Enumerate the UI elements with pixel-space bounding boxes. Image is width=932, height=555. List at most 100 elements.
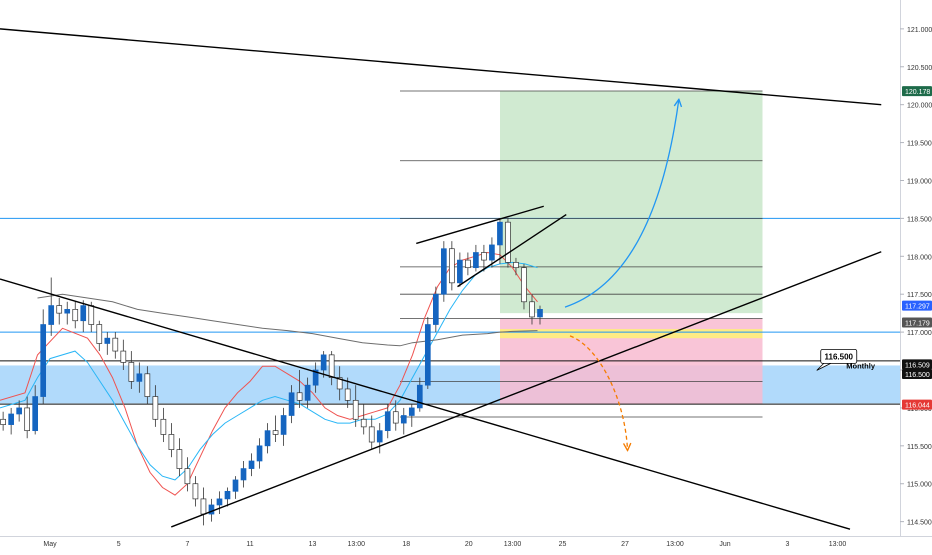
candle-body bbox=[288, 392, 295, 416]
callout-box bbox=[820, 348, 858, 364]
price-label: 116.509 bbox=[905, 362, 930, 369]
price-label-box bbox=[902, 399, 932, 410]
candle bbox=[256, 438, 263, 469]
candle bbox=[112, 332, 119, 359]
entry-zone bbox=[500, 329, 763, 339]
candle bbox=[416, 377, 423, 412]
candle-body bbox=[224, 490, 231, 500]
candle bbox=[432, 286, 439, 333]
candle bbox=[457, 252, 463, 287]
candle bbox=[32, 385, 39, 435]
candle bbox=[328, 351, 335, 386]
candle-body bbox=[513, 262, 519, 269]
candle bbox=[0, 411, 6, 431]
candle-body bbox=[489, 244, 495, 261]
candle bbox=[200, 487, 207, 526]
price-label-box bbox=[902, 300, 932, 311]
x-tick-label: 13:00 bbox=[666, 541, 684, 548]
candle-body bbox=[352, 399, 359, 420]
candle bbox=[497, 218, 503, 264]
candle bbox=[64, 301, 71, 325]
y-tick-label: 115.500 bbox=[907, 444, 932, 451]
price-label-box bbox=[902, 369, 932, 380]
candle-body bbox=[216, 498, 223, 506]
candle-body bbox=[296, 392, 303, 401]
candle-body bbox=[48, 305, 55, 325]
candle bbox=[248, 453, 255, 477]
candle-body bbox=[424, 324, 431, 386]
candle bbox=[368, 415, 375, 450]
candle-body bbox=[441, 248, 447, 295]
x-tick-label: 20 bbox=[465, 541, 473, 548]
candle-body bbox=[336, 377, 343, 390]
candle-body bbox=[376, 430, 383, 443]
candle bbox=[529, 294, 535, 325]
price-label-box bbox=[902, 359, 932, 370]
y-tick-label: 120.000 bbox=[907, 103, 932, 110]
candle bbox=[240, 460, 247, 488]
ma-blue bbox=[0, 261, 538, 481]
candle bbox=[400, 407, 407, 435]
x-tick-label: May bbox=[43, 541, 57, 548]
candle bbox=[537, 305, 543, 325]
candle-body bbox=[200, 498, 207, 515]
x-tick-label: 3 bbox=[786, 541, 790, 548]
candle bbox=[144, 366, 151, 405]
candle bbox=[320, 351, 327, 378]
candle-body bbox=[40, 324, 47, 397]
candle bbox=[449, 241, 455, 291]
profit-zone bbox=[500, 91, 763, 314]
x-axis-panel bbox=[0, 536, 932, 550]
candle bbox=[481, 244, 487, 272]
candle-body bbox=[72, 309, 79, 322]
candle-body bbox=[521, 267, 527, 303]
support-zone bbox=[0, 365, 900, 404]
candle-body bbox=[248, 460, 255, 469]
candle bbox=[184, 457, 191, 492]
candle bbox=[521, 263, 527, 310]
price-label: 117.179 bbox=[905, 321, 930, 328]
candle-body bbox=[88, 305, 95, 325]
candle-body bbox=[24, 407, 30, 432]
candle-body bbox=[240, 468, 247, 481]
candle bbox=[104, 332, 111, 355]
candle bbox=[424, 316, 431, 389]
candles-layer bbox=[0, 218, 543, 526]
price-label: 117.297 bbox=[905, 304, 930, 311]
y-tick-label: 119.500 bbox=[907, 141, 932, 148]
candle-body bbox=[473, 252, 479, 269]
candle bbox=[216, 491, 223, 515]
candle bbox=[296, 370, 303, 408]
candle bbox=[392, 400, 399, 431]
candle-body bbox=[457, 259, 463, 284]
bullish-projection bbox=[564, 100, 679, 308]
candle-body bbox=[168, 434, 175, 450]
candle bbox=[376, 423, 383, 454]
candle-body bbox=[280, 415, 287, 435]
price-label: 116.044 bbox=[905, 403, 930, 410]
candle-body bbox=[176, 449, 183, 469]
callout-pointer bbox=[816, 363, 831, 371]
candle bbox=[288, 385, 295, 424]
y-tick-label: 115.000 bbox=[907, 482, 932, 489]
y-tick-label: 117.500 bbox=[907, 292, 932, 299]
candle bbox=[24, 396, 30, 439]
candle-body bbox=[505, 221, 511, 263]
candle-body bbox=[465, 259, 471, 269]
upper-resistance bbox=[0, 28, 882, 106]
candle bbox=[160, 407, 167, 443]
candle bbox=[360, 404, 367, 435]
candle-body bbox=[192, 483, 199, 500]
candle bbox=[16, 400, 22, 422]
price-label-box bbox=[902, 86, 932, 97]
candle-body bbox=[328, 354, 335, 378]
candle bbox=[128, 351, 135, 389]
candle-body bbox=[400, 415, 407, 424]
y-tick-label: 114.500 bbox=[907, 520, 932, 527]
trendlines-layer bbox=[0, 28, 882, 530]
candle bbox=[120, 339, 127, 371]
x-tick-label: 13:00 bbox=[347, 541, 365, 548]
